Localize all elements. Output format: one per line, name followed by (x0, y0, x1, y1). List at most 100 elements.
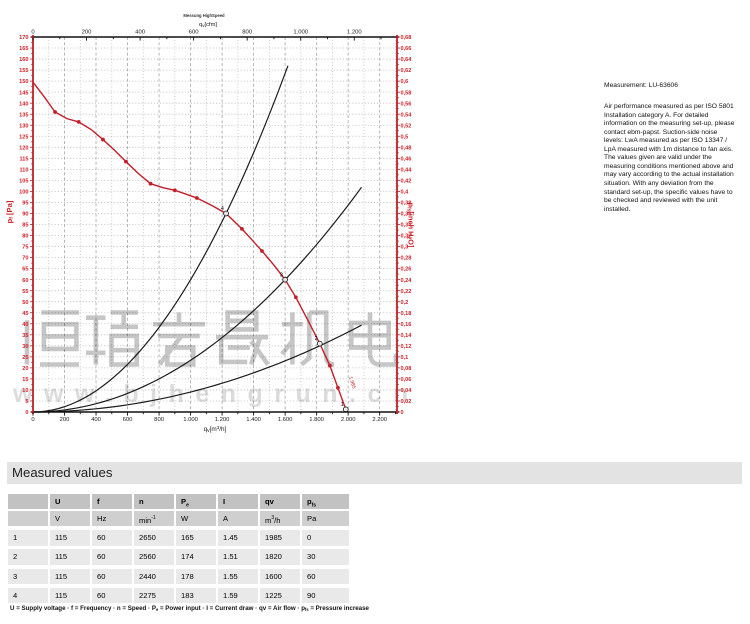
svg-text:90: 90 (22, 212, 28, 218)
svg-text:0: 0 (31, 417, 35, 423)
svg-text:0,68: 0,68 (401, 35, 412, 41)
svg-text:qv[cfm]: qv[cfm] (199, 22, 217, 28)
svg-text:0,36: 0,36 (401, 212, 412, 218)
svg-text:95: 95 (22, 201, 28, 207)
svg-text:0,1: 0,1 (401, 355, 409, 361)
svg-text:0,48: 0,48 (401, 145, 412, 151)
svg-text:5: 5 (25, 399, 28, 405)
svg-text:0,6: 0,6 (401, 79, 409, 85)
svg-text:0,4: 0,4 (401, 190, 410, 196)
svg-text:170: 170 (19, 35, 28, 41)
svg-text:135: 135 (19, 112, 28, 118)
svg-text:65: 65 (22, 267, 28, 273)
svg-text:1.600: 1.600 (278, 417, 293, 423)
svg-text:15: 15 (22, 377, 28, 383)
svg-text:2.000: 2.000 (341, 417, 356, 423)
svg-text:80: 80 (22, 234, 28, 240)
svg-text:70: 70 (22, 256, 28, 262)
svg-text:10: 10 (22, 388, 28, 394)
svg-text:0,22: 0,22 (401, 289, 412, 295)
svg-text:110: 110 (19, 167, 28, 173)
svg-text:130: 130 (19, 123, 28, 129)
svg-text:1.985: 1.985 (347, 376, 357, 390)
svg-text:1.000: 1.000 (183, 417, 198, 423)
svg-text:45: 45 (22, 311, 28, 317)
svg-text:0: 0 (31, 30, 35, 36)
svg-text:0,14: 0,14 (401, 333, 413, 339)
svg-text:165: 165 (19, 46, 28, 52)
svg-text:1.200: 1.200 (215, 417, 230, 423)
svg-text:20: 20 (22, 366, 28, 372)
svg-text:www.bjhengrun.cn: www.bjhengrun.cn (12, 380, 420, 408)
svg-text:55: 55 (22, 289, 28, 295)
svg-text:3: 3 (280, 272, 283, 278)
svg-text:1: 1 (341, 402, 344, 408)
svg-text:200: 200 (82, 30, 93, 36)
svg-text:25: 25 (22, 355, 28, 361)
svg-text:0,56: 0,56 (401, 101, 412, 107)
svg-text:0,18: 0,18 (401, 311, 412, 317)
svg-text:120: 120 (19, 145, 28, 151)
svg-text:125: 125 (19, 134, 28, 140)
svg-text:600: 600 (123, 417, 134, 423)
svg-text:4: 4 (221, 206, 224, 212)
svg-text:pf [Pa]: pf [Pa] (5, 200, 15, 223)
svg-text:400: 400 (91, 417, 102, 423)
svg-text:0,04: 0,04 (401, 388, 413, 394)
svg-text:40: 40 (22, 322, 28, 328)
svg-text:0,58: 0,58 (401, 90, 412, 96)
svg-text:150: 150 (19, 79, 28, 85)
svg-text:800: 800 (242, 30, 253, 36)
svg-text:0,32: 0,32 (401, 234, 412, 240)
svg-text:0,52: 0,52 (401, 123, 412, 129)
svg-text:1.200: 1.200 (347, 30, 362, 36)
svg-text:160: 160 (19, 57, 28, 63)
svg-text:100: 100 (19, 190, 28, 196)
svg-text:155: 155 (19, 68, 28, 74)
svg-text:0,62: 0,62 (401, 68, 412, 74)
svg-text:0,16: 0,16 (401, 322, 412, 328)
svg-text:pfs[inch H2O]: pfs[inch H2O] (405, 202, 415, 248)
svg-text:0,08: 0,08 (401, 366, 412, 372)
svg-text:50: 50 (22, 300, 28, 306)
svg-text:60: 60 (22, 278, 28, 284)
svg-text:35: 35 (22, 333, 28, 339)
svg-text:140: 140 (19, 101, 28, 107)
svg-text:0,02: 0,02 (401, 399, 412, 405)
svg-text:0,54: 0,54 (401, 112, 413, 118)
svg-text:0,24: 0,24 (401, 278, 413, 284)
svg-text:0,34: 0,34 (401, 223, 413, 229)
svg-text:0,2: 0,2 (401, 300, 409, 306)
svg-text:400: 400 (135, 30, 146, 36)
svg-text:0,26: 0,26 (401, 267, 412, 273)
svg-text:0,42: 0,42 (401, 178, 412, 184)
svg-text:0: 0 (401, 410, 404, 416)
svg-text:0,46: 0,46 (401, 156, 412, 162)
svg-text:105: 105 (19, 178, 28, 184)
svg-text:115: 115 (19, 156, 28, 162)
svg-text:0,06: 0,06 (401, 377, 412, 383)
svg-text:0: 0 (25, 410, 28, 416)
svg-text:Messung HighSpeed: Messung HighSpeed (183, 13, 225, 18)
svg-text:75: 75 (22, 245, 28, 251)
svg-text:800: 800 (154, 417, 165, 423)
svg-text:85: 85 (22, 223, 28, 229)
svg-text:0,38: 0,38 (401, 201, 412, 207)
svg-text:1.400: 1.400 (246, 417, 261, 423)
svg-text:600: 600 (189, 30, 200, 36)
svg-text:0,28: 0,28 (401, 256, 412, 262)
svg-text:0,44: 0,44 (401, 167, 413, 173)
svg-text:1.000: 1.000 (293, 30, 308, 36)
svg-text:qv[m3/h]: qv[m3/h] (204, 425, 227, 434)
svg-text:0,5: 0,5 (401, 134, 409, 140)
svg-text:200: 200 (60, 417, 71, 423)
svg-text:145: 145 (19, 90, 28, 96)
svg-text:1.800: 1.800 (309, 417, 324, 423)
svg-text:0,64: 0,64 (401, 57, 413, 63)
svg-text:0,12: 0,12 (401, 344, 412, 350)
svg-text:2: 2 (315, 336, 318, 342)
svg-text:2.200: 2.200 (372, 417, 387, 423)
svg-text:0,66: 0,66 (401, 46, 412, 52)
svg-text:0,3: 0,3 (401, 245, 409, 251)
svg-text:30: 30 (22, 344, 28, 350)
